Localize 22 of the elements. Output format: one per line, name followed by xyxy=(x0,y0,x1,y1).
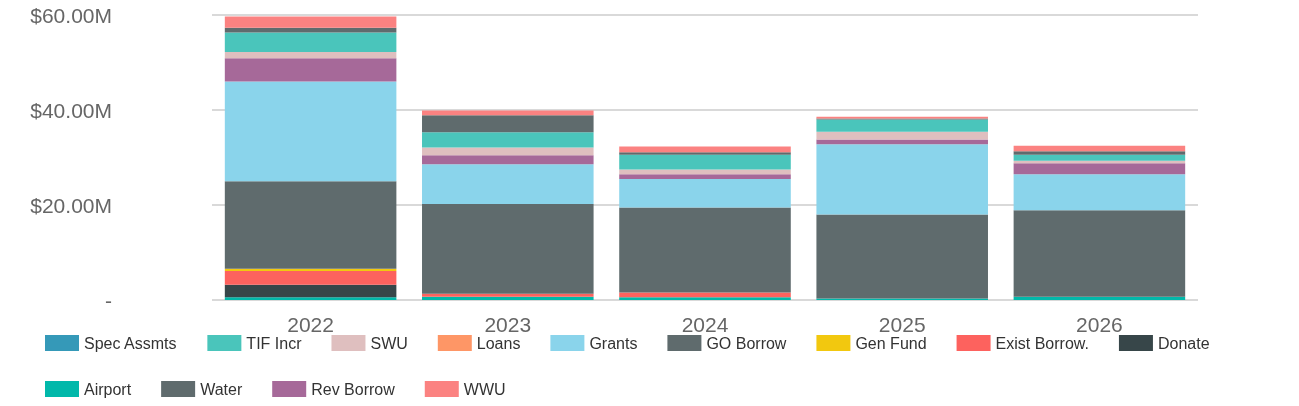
legend-label: GO Borrow xyxy=(706,334,787,352)
x-tick-label: 2024 xyxy=(681,313,729,336)
legend-label: Gen Fund xyxy=(855,334,927,352)
legend-label: Spec Assmts xyxy=(84,334,177,352)
legend-label: Rev Borrow xyxy=(311,380,396,398)
legend-label: Loans xyxy=(476,334,521,352)
legend-label: TIF Incr xyxy=(246,334,303,352)
y-tick-label: $60.00M xyxy=(30,3,112,27)
legend-label: Exist Borrow. xyxy=(995,334,1089,352)
y-tick-label: $40.00M xyxy=(30,98,112,122)
x-tick-label: 2026 xyxy=(1076,313,1123,336)
x-tick-label: 2025 xyxy=(878,313,926,336)
legend-label: Airport xyxy=(84,380,132,398)
legend-label: WWU xyxy=(463,380,506,398)
y-tick-label: $20.00M xyxy=(30,193,112,217)
legend-label: Donate xyxy=(1157,334,1210,352)
x-tick-label: 2023 xyxy=(484,313,532,336)
x-tick-label: 2022 xyxy=(287,313,334,336)
legend-label: Grants xyxy=(589,334,638,352)
legend-label: SWU xyxy=(370,334,408,352)
y-tick-label: - xyxy=(105,288,112,312)
legend-label: Water xyxy=(200,380,243,398)
